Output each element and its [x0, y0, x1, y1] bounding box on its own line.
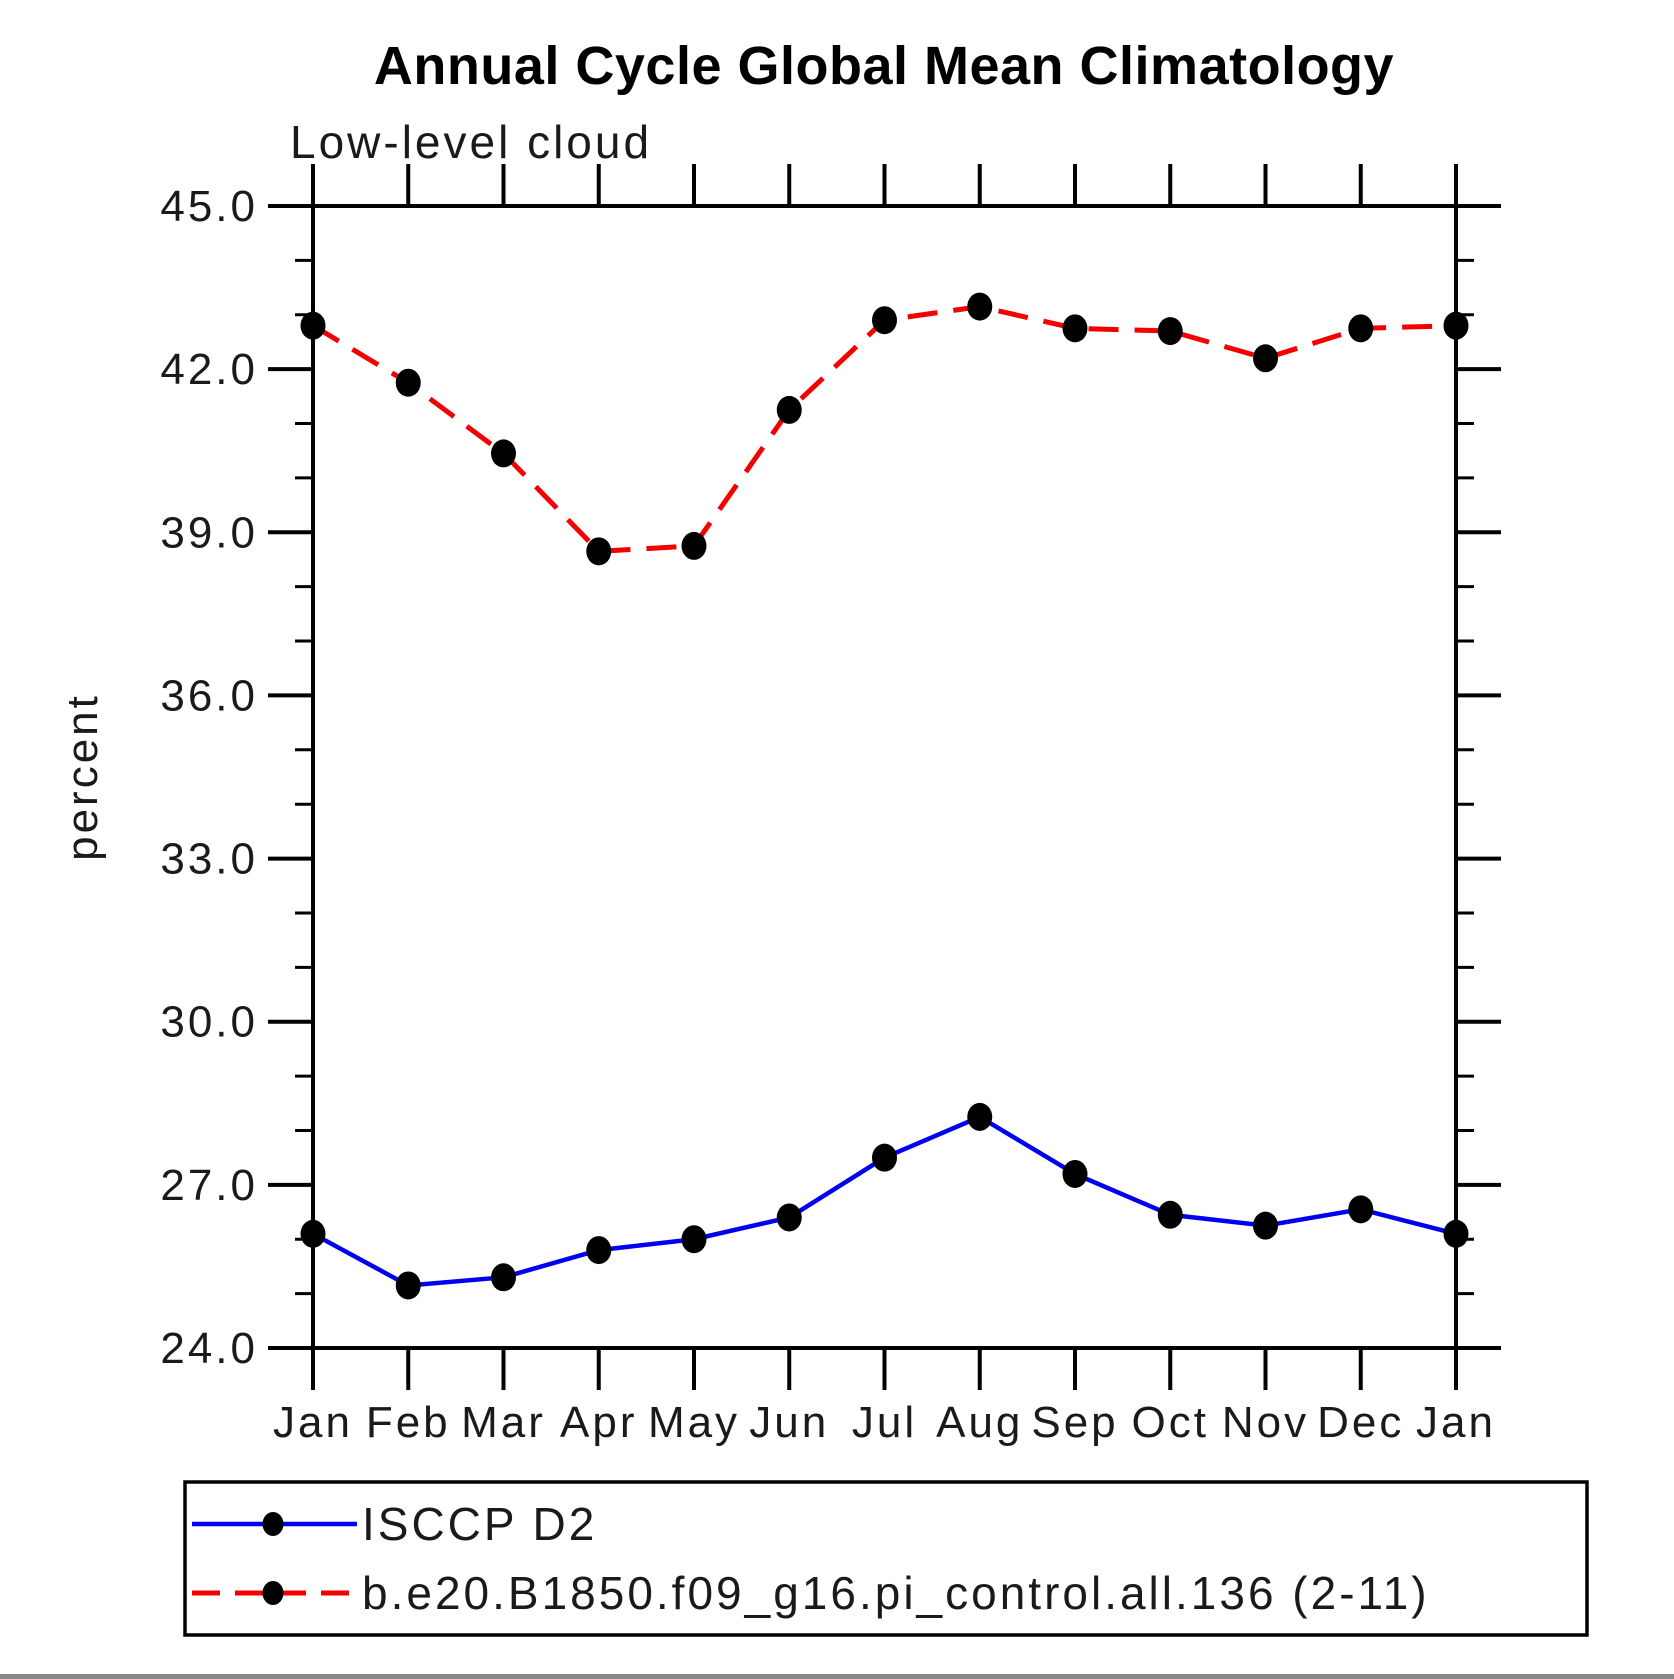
y-tick-label: 27.0	[160, 1161, 258, 1210]
y-tick-label: 30.0	[160, 998, 258, 1047]
marker-isccp-nov-10	[1253, 1211, 1278, 1240]
x-tick-label: Jun	[749, 1398, 829, 1447]
marker-isccp-jul-6	[872, 1143, 897, 1172]
y-tick-label: 24.0	[160, 1324, 258, 1373]
chart-subtitle: Low-level cloud	[290, 116, 652, 168]
y-tick-label: 36.0	[160, 671, 258, 720]
marker-model-jun-5	[776, 395, 802, 424]
x-tick-label: Aug	[936, 1398, 1023, 1447]
marker-model-apr-3	[586, 537, 612, 566]
marker-isccp-feb-1	[395, 1271, 421, 1300]
x-tick-labels: Jan Feb Mar Apr May Jun Jul Aug Sep Oct Nov Dec Jan	[273, 1398, 1496, 1447]
x-tick-label: Sep	[1031, 1398, 1118, 1447]
marker-model-nov-10	[1253, 344, 1278, 373]
marker-isccp-mar-2	[491, 1263, 516, 1292]
marker-isccp-may-4	[681, 1225, 707, 1254]
plot-frame	[311, 204, 1458, 1350]
legend: ISCCP D2 b.e20.B1850.f09_g16.pi_control.…	[183, 1480, 1589, 1637]
y-tick-label: 45.0	[160, 182, 258, 231]
legend-marker-isccp	[262, 1512, 284, 1536]
y-tick-label: 33.0	[160, 835, 258, 884]
marker-model-may-4	[681, 531, 707, 560]
x-tick-label: Jul	[852, 1398, 917, 1447]
series-line-model	[311, 304, 1457, 554]
marker-model-mar-2	[491, 439, 516, 468]
marker-isccp-oct-9	[1157, 1200, 1183, 1229]
axis-ticks	[268, 164, 1501, 1390]
x-tick-label: Jan	[273, 1398, 353, 1447]
x-tick-label: Oct	[1132, 1398, 1209, 1447]
marker-model-sep-8	[1062, 314, 1088, 343]
marker-isccp-jun-5	[776, 1203, 802, 1232]
chart-title: Annual Cycle Global Mean Climatology	[374, 36, 1394, 96]
marker-isccp-aug-7	[967, 1102, 993, 1131]
x-tick-label: Apr	[560, 1398, 637, 1447]
marker-model-oct-9	[1157, 317, 1183, 346]
x-tick-label: Feb	[366, 1398, 451, 1447]
x-tick-label: Nov	[1222, 1398, 1309, 1447]
marker-isccp-dec-11	[1348, 1195, 1374, 1224]
y-tick-labels: 24.0 27.0 30.0 33.0 36.0 39.0 42.0 45.0	[160, 182, 258, 1373]
y-tick-label: 39.0	[160, 508, 258, 557]
marker-isccp-apr-3	[586, 1236, 612, 1265]
x-tick-label: Mar	[461, 1398, 546, 1447]
x-tick-label: Jan	[1416, 1398, 1496, 1447]
marker-model-jul-6	[872, 306, 897, 335]
legend-keys	[192, 1512, 357, 1605]
y-tick-label: 42.0	[160, 345, 258, 394]
y-axis-title: percent	[58, 693, 107, 861]
data-series	[300, 292, 1469, 1300]
marker-model-feb-1	[395, 368, 421, 397]
marker-isccp-sep-8	[1062, 1159, 1088, 1188]
marker-model-aug-7	[967, 292, 993, 321]
legend-label-isccp: ISCCP D2	[362, 1498, 597, 1550]
legend-box	[183, 1480, 1589, 1637]
legend-label-model: b.e20.B1850.f09_g16.pi_control.all.136 (…	[362, 1567, 1430, 1619]
marker-model-dec-11	[1348, 314, 1374, 343]
x-tick-label: May	[648, 1398, 740, 1447]
series-line-isccp-d2	[311, 1114, 1457, 1288]
x-tick-label: Dec	[1317, 1398, 1404, 1447]
legend-marker-model	[262, 1581, 284, 1605]
